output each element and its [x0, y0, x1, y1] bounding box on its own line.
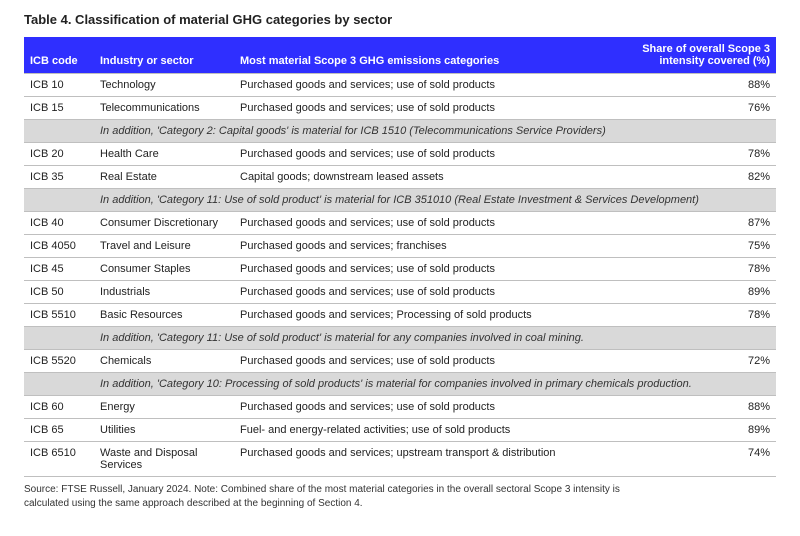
table-row: ICB 35Real EstateCapital goods; downstre…	[24, 166, 776, 189]
cell-code: ICB 40	[24, 212, 94, 235]
cell-industry: Telecommunications	[94, 97, 234, 120]
cell-industry: Real Estate	[94, 166, 234, 189]
cell-industry: Travel and Leisure	[94, 235, 234, 258]
cell-industry: Basic Resources	[94, 304, 234, 327]
cell-categories: Purchased goods and services; use of sol…	[234, 350, 616, 373]
cell-share: 78%	[616, 143, 776, 166]
cell-code: ICB 35	[24, 166, 94, 189]
cell-industry: Industrials	[94, 281, 234, 304]
cell-categories: Purchased goods and services; upstream t…	[234, 442, 616, 477]
table-row: ICB 6510Waste and Disposal ServicesPurch…	[24, 442, 776, 477]
note-indent-cell	[24, 120, 94, 143]
table-row: ICB 10TechnologyPurchased goods and serv…	[24, 74, 776, 97]
cell-code: ICB 60	[24, 396, 94, 419]
cell-industry: Chemicals	[94, 350, 234, 373]
table-row: ICB 45Consumer StaplesPurchased goods an…	[24, 258, 776, 281]
note-indent-cell	[24, 189, 94, 212]
cell-industry: Utilities	[94, 419, 234, 442]
table-row: ICB 15TelecommunicationsPurchased goods …	[24, 97, 776, 120]
cell-categories: Fuel- and energy-related activities; use…	[234, 419, 616, 442]
note-row: In addition, 'Category 11: Use of sold p…	[24, 189, 776, 212]
col-code: ICB code	[24, 37, 94, 74]
col-industry: Industry or sector	[94, 37, 234, 74]
cell-share: 75%	[616, 235, 776, 258]
cell-code: ICB 6510	[24, 442, 94, 477]
cell-categories: Purchased goods and services; use of sol…	[234, 74, 616, 97]
table-row: ICB 20Health CarePurchased goods and ser…	[24, 143, 776, 166]
header-row: ICB code Industry or sector Most materia…	[24, 37, 776, 74]
ghg-table: ICB code Industry or sector Most materia…	[24, 37, 776, 477]
table-row: ICB 40Consumer DiscretionaryPurchased go…	[24, 212, 776, 235]
table-title: Table 4. Classification of material GHG …	[24, 12, 776, 27]
cell-industry: Waste and Disposal Services	[94, 442, 234, 477]
cell-categories: Purchased goods and services; use of sol…	[234, 396, 616, 419]
col-categories: Most material Scope 3 GHG emissions cate…	[234, 37, 616, 74]
cell-code: ICB 45	[24, 258, 94, 281]
cell-share: 89%	[616, 419, 776, 442]
cell-categories: Purchased goods and services; use of sol…	[234, 97, 616, 120]
cell-share: 76%	[616, 97, 776, 120]
cell-code: ICB 5520	[24, 350, 94, 373]
cell-code: ICB 50	[24, 281, 94, 304]
cell-code: ICB 15	[24, 97, 94, 120]
cell-share: 78%	[616, 258, 776, 281]
cell-categories: Purchased goods and services; franchises	[234, 235, 616, 258]
note-indent-cell	[24, 327, 94, 350]
cell-code: ICB 65	[24, 419, 94, 442]
cell-share: 74%	[616, 442, 776, 477]
col-share: Share of overall Scope 3 intensity cover…	[616, 37, 776, 74]
cell-share: 78%	[616, 304, 776, 327]
table-row: ICB 65UtilitiesFuel- and energy-related …	[24, 419, 776, 442]
cell-code: ICB 4050	[24, 235, 94, 258]
cell-code: ICB 10	[24, 74, 94, 97]
table-row: ICB 50IndustrialsPurchased goods and ser…	[24, 281, 776, 304]
note-text: In addition, 'Category 10: Processing of…	[94, 373, 776, 396]
note-row: In addition, 'Category 10: Processing of…	[24, 373, 776, 396]
note-row: In addition, 'Category 2: Capital goods'…	[24, 120, 776, 143]
note-text: In addition, 'Category 11: Use of sold p…	[94, 327, 776, 350]
cell-share: 72%	[616, 350, 776, 373]
cell-code: ICB 5510	[24, 304, 94, 327]
table-row: ICB 4050Travel and LeisurePurchased good…	[24, 235, 776, 258]
cell-share: 88%	[616, 396, 776, 419]
cell-share: 87%	[616, 212, 776, 235]
cell-industry: Technology	[94, 74, 234, 97]
cell-categories: Purchased goods and services; use of sol…	[234, 212, 616, 235]
cell-categories: Purchased goods and services; use of sol…	[234, 258, 616, 281]
cell-categories: Purchased goods and services; use of sol…	[234, 143, 616, 166]
cell-categories: Purchased goods and services; use of sol…	[234, 281, 616, 304]
table-row: ICB 5510Basic ResourcesPurchased goods a…	[24, 304, 776, 327]
cell-categories: Purchased goods and services; Processing…	[234, 304, 616, 327]
table-row: ICB 60EnergyPurchased goods and services…	[24, 396, 776, 419]
note-indent-cell	[24, 373, 94, 396]
table-body: ICB 10TechnologyPurchased goods and serv…	[24, 74, 776, 477]
cell-industry: Energy	[94, 396, 234, 419]
table-container: Table 4. Classification of material GHG …	[0, 0, 800, 536]
cell-code: ICB 20	[24, 143, 94, 166]
note-row: In addition, 'Category 11: Use of sold p…	[24, 327, 776, 350]
note-text: In addition, 'Category 2: Capital goods'…	[94, 120, 776, 143]
source-note: Source: FTSE Russell, January 2024. Note…	[24, 483, 664, 510]
cell-industry: Consumer Staples	[94, 258, 234, 281]
cell-share: 88%	[616, 74, 776, 97]
cell-share: 89%	[616, 281, 776, 304]
cell-industry: Consumer Discretionary	[94, 212, 234, 235]
cell-share: 82%	[616, 166, 776, 189]
cell-categories: Capital goods; downstream leased assets	[234, 166, 616, 189]
cell-industry: Health Care	[94, 143, 234, 166]
note-text: In addition, 'Category 11: Use of sold p…	[94, 189, 776, 212]
table-row: ICB 5520ChemicalsPurchased goods and ser…	[24, 350, 776, 373]
